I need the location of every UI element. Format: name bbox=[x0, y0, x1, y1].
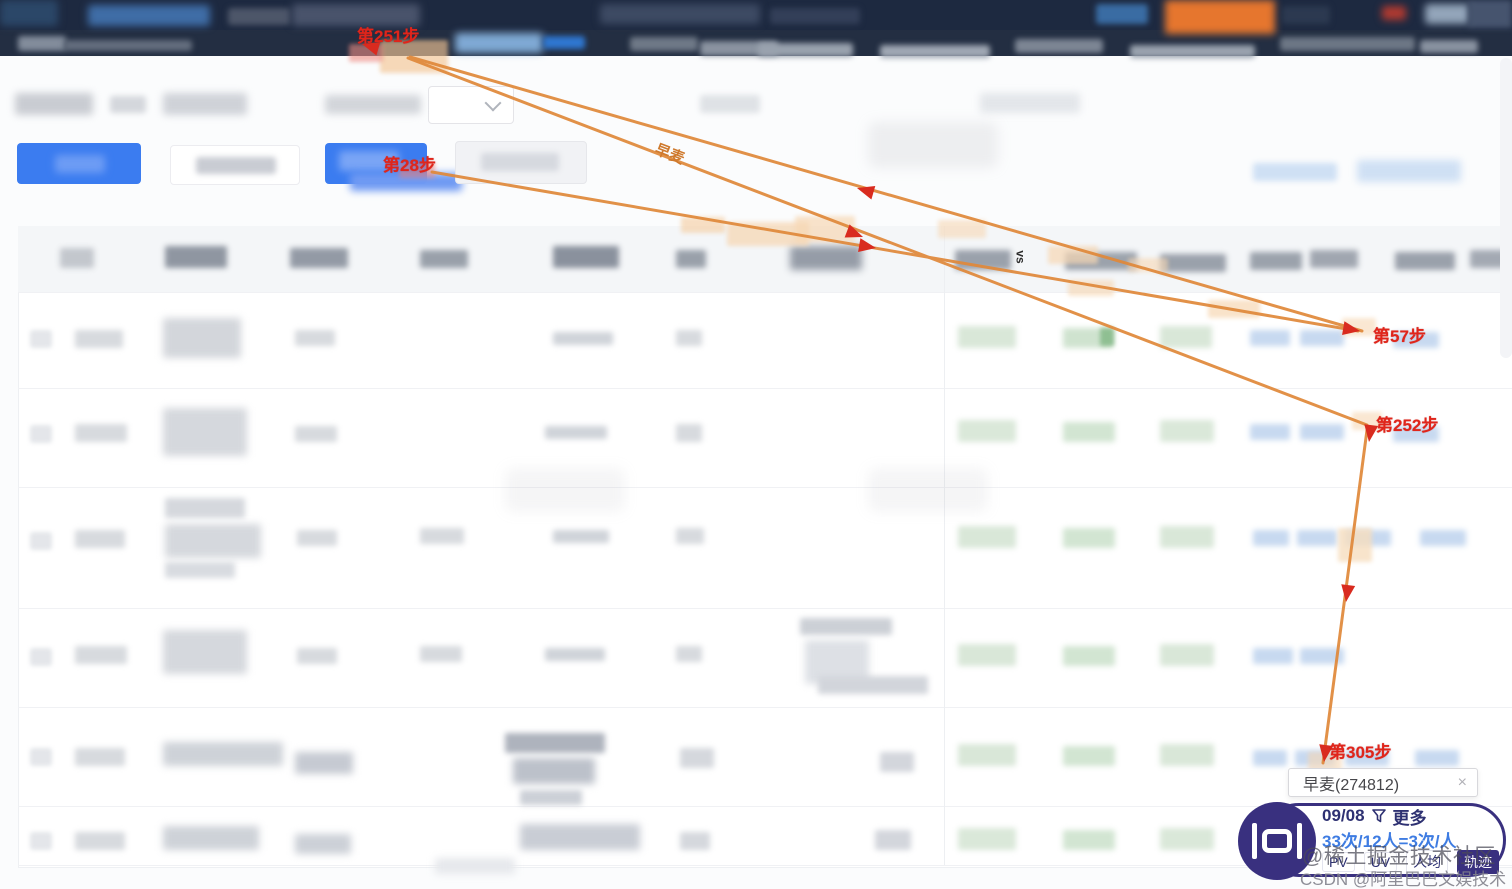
redacted-button-label bbox=[481, 153, 559, 171]
table-divider bbox=[18, 487, 1512, 488]
table-divider bbox=[18, 865, 1512, 866]
step-label-57: 第57步 bbox=[1373, 327, 1426, 346]
tab-guiji[interactable]: 轨迹 bbox=[1457, 850, 1500, 874]
visit-stats: 33次/12人=3次/人 bbox=[1322, 832, 1457, 851]
filter-icon[interactable] bbox=[1371, 809, 1386, 823]
table-divider bbox=[18, 608, 1512, 609]
table-divider bbox=[18, 388, 1512, 389]
table-divider bbox=[18, 806, 1512, 807]
close-icon[interactable]: × bbox=[1457, 773, 1467, 791]
vs-label: vs bbox=[1013, 250, 1028, 264]
step-label-252: 第252步 bbox=[1376, 416, 1439, 435]
trajectory-widget-content: 09/08 更多 33次/12人=3次/人 PV UV 人均 轨迹 bbox=[1322, 806, 1502, 874]
table-divider bbox=[18, 292, 1512, 293]
metric-tabs: PV UV 人均 轨迹 bbox=[1322, 850, 1502, 874]
redacted-button-label bbox=[196, 157, 276, 174]
app-nav-bar bbox=[0, 30, 1512, 56]
frame-icon bbox=[1262, 829, 1292, 853]
secondary-button[interactable] bbox=[170, 145, 300, 185]
tertiary-button[interactable] bbox=[455, 141, 587, 184]
step-label-305: 第305步 bbox=[1329, 743, 1392, 762]
trajectory-widget-button[interactable] bbox=[1238, 802, 1316, 880]
chevron-down-icon bbox=[484, 94, 502, 112]
frame-icon bbox=[1297, 823, 1302, 859]
tab-uv[interactable]: UV bbox=[1363, 852, 1398, 872]
date-label[interactable]: 09/08 bbox=[1322, 806, 1365, 825]
tooltip-text: 早麦(274812) bbox=[1303, 776, 1400, 794]
tab-pv[interactable]: PV bbox=[1322, 852, 1355, 872]
step-label-251: 第251步 bbox=[357, 27, 420, 46]
step-label-28: 第28步 bbox=[383, 156, 436, 175]
trajectory-tooltip: 早麦(274812) × bbox=[1288, 768, 1478, 797]
table-header-row bbox=[18, 226, 1512, 292]
table-panel-divider bbox=[944, 226, 945, 865]
table-divider bbox=[18, 707, 1512, 708]
primary-button[interactable] bbox=[17, 143, 141, 184]
filter-dropdown[interactable] bbox=[428, 86, 514, 124]
more-link[interactable]: 更多 bbox=[1392, 808, 1427, 828]
browser-top-bar bbox=[0, 0, 1512, 30]
frame-icon bbox=[1252, 823, 1257, 859]
tab-renjun[interactable]: 人均 bbox=[1406, 850, 1449, 874]
redacted-button-label bbox=[55, 155, 105, 173]
